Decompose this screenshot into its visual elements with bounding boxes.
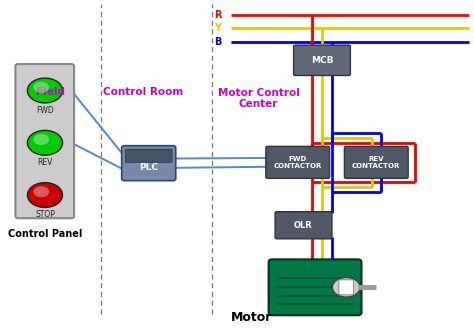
Circle shape [27,78,63,103]
Text: FWD: FWD [36,106,54,114]
Circle shape [27,130,63,155]
FancyBboxPatch shape [126,149,172,162]
Circle shape [33,134,49,145]
Text: PLC: PLC [139,163,158,172]
FancyBboxPatch shape [275,212,332,239]
Text: OLR: OLR [294,221,313,230]
FancyBboxPatch shape [16,64,74,218]
Circle shape [332,277,360,297]
FancyBboxPatch shape [345,146,408,178]
Text: STOP: STOP [35,210,55,219]
Circle shape [33,82,49,93]
FancyBboxPatch shape [339,280,354,295]
Text: Field: Field [36,87,65,97]
Text: Y: Y [214,24,221,33]
Text: Motor Control
Center: Motor Control Center [218,88,300,110]
Circle shape [27,183,63,207]
Text: Motor: Motor [231,311,272,324]
Text: REV: REV [37,158,53,167]
Text: Control Room: Control Room [103,87,183,97]
Circle shape [33,186,49,197]
FancyBboxPatch shape [293,45,350,75]
Text: R: R [214,10,221,20]
Text: REV
CONTACTOR: REV CONTACTOR [352,156,401,169]
Text: B: B [214,36,221,47]
FancyBboxPatch shape [269,259,362,315]
Text: Control Panel: Control Panel [8,229,82,239]
Text: MCB: MCB [311,56,333,65]
Text: FWD
CONTACTOR: FWD CONTACTOR [273,156,322,169]
FancyBboxPatch shape [122,146,176,181]
FancyBboxPatch shape [266,146,329,178]
